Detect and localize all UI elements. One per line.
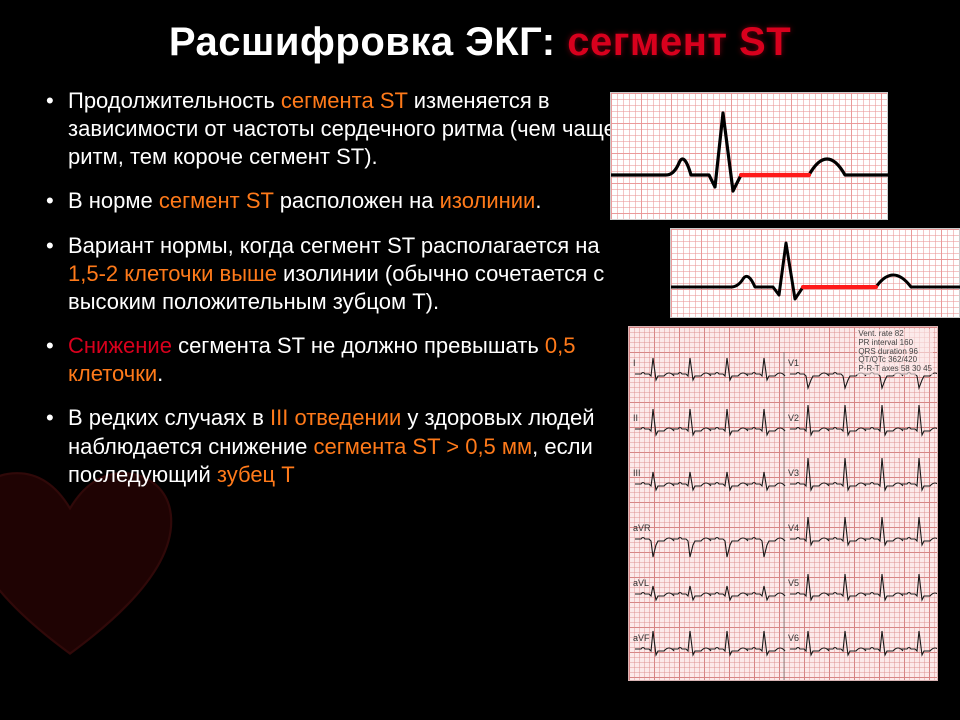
text-span: 1,5-2 клеточки выше	[68, 261, 277, 286]
text-span: .	[157, 361, 163, 386]
text-span: .	[535, 188, 541, 213]
bullet-item: В норме сегмент ST расположен на изолини…	[44, 187, 620, 215]
ecg-figure-2	[670, 228, 960, 318]
lead-label: II	[633, 413, 638, 423]
text-span: В редких случаях в	[68, 405, 270, 430]
bullet-item: Вариант нормы, когда сегмент ST располаг…	[44, 232, 620, 316]
bullet-list: Продолжительность сегмента ST изменяется…	[30, 87, 620, 505]
lead-label: V5	[788, 578, 799, 588]
lead-label: V6	[788, 633, 799, 643]
text-span: III отведении	[270, 405, 401, 430]
slide: Расшифровка ЭКГ: сегмент ST Продолжитель…	[0, 0, 960, 720]
ecg-12-lead-strip: Vent. rate 82PR interval 160QRS duration…	[628, 326, 938, 681]
lead-label: aVR	[633, 523, 651, 533]
text-span: Вариант нормы, когда сегмент ST располаг…	[68, 233, 600, 258]
ecg-trace-1	[611, 93, 889, 221]
ecg-strip-header: Vent. rate 82PR interval 160QRS duration…	[857, 329, 933, 375]
text-span: сегмента ST не должно превышать	[172, 333, 545, 358]
lead-label: V1	[788, 358, 799, 368]
lead-label: I	[633, 358, 636, 368]
text-span: сегмента ST > 0,5 мм	[313, 434, 532, 459]
text-span: изолинии	[440, 188, 536, 213]
lead-label: V4	[788, 523, 799, 533]
lead-label: III	[633, 468, 641, 478]
title-prefix: Расшифровка ЭКГ:	[169, 20, 567, 64]
lead-label: aVF	[633, 633, 650, 643]
ecg-12-lead-traces	[629, 327, 938, 681]
text-span: сегмента ST	[281, 88, 408, 113]
text-span: зубец Т	[217, 462, 295, 487]
bullet-item: Продолжительность сегмента ST изменяется…	[44, 87, 620, 171]
text-span: Снижение	[68, 333, 172, 358]
slide-title: Расшифровка ЭКГ: сегмент ST	[30, 20, 930, 65]
bullet-item: В редких случаях в III отведении у здоро…	[44, 404, 620, 488]
text-span: сегмент ST	[159, 188, 274, 213]
text-span: Продолжительность	[68, 88, 281, 113]
lead-label: V2	[788, 413, 799, 423]
bullet-item: Снижение сегмента ST не должно превышать…	[44, 332, 620, 388]
ecg-trace-2	[671, 229, 960, 319]
ecg-figure-1	[610, 92, 888, 220]
text-span: расположен на	[274, 188, 440, 213]
lead-label: aVL	[633, 578, 649, 588]
text-span: В норме	[68, 188, 159, 213]
title-highlight: сегмент ST	[567, 20, 791, 64]
figures-panel: Vent. rate 82PR interval 160QRS duration…	[610, 92, 960, 681]
lead-label: V3	[788, 468, 799, 478]
